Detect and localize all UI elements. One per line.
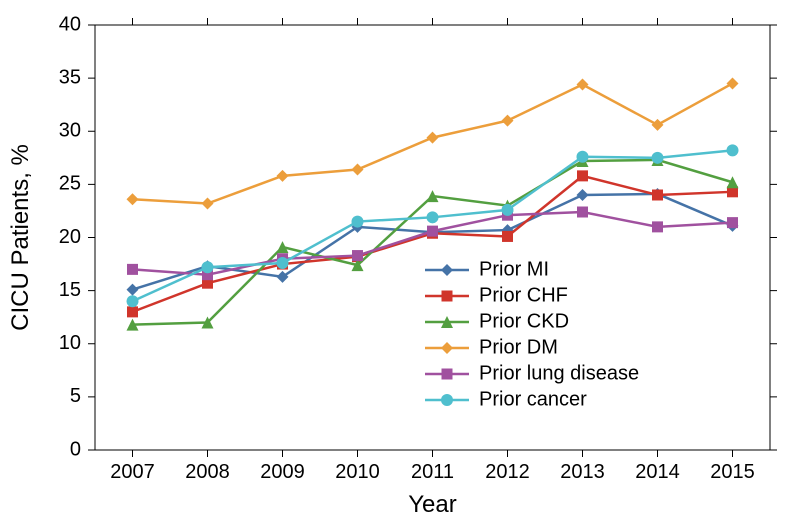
x-tick-label: 2014 [635,461,680,483]
x-tick-label: 2008 [185,461,230,483]
legend-label: Prior cancer [479,388,587,410]
y-tick-label: 10 [59,332,81,354]
x-tick-label: 2009 [260,461,305,483]
y-tick-label: 15 [59,279,81,301]
chart-svg: 0 5 10 15 20 25 30 35 40 2007 2008 2009 2010 2011 2012… [0,0,800,525]
y-tick-label: 40 [59,13,81,35]
x-tick-label: 2015 [710,461,755,483]
y-tick-label: 20 [59,226,81,248]
legend-label: Prior lung disease [479,362,639,384]
y-tick-label: 0 [70,438,81,460]
x-tick-label: 2012 [485,461,530,483]
legend-label: Prior CHF [479,284,568,306]
legend-label: Prior DM [479,336,558,358]
y-tick-label: 5 [70,385,81,407]
line-chart: 0 5 10 15 20 25 30 35 40 2007 2008 2009 2010 2011 2012… [0,0,800,525]
legend-label: Prior CKD [479,310,569,332]
y-axis-label: CICU Patients, % [7,144,34,331]
legend-label: Prior MI [479,258,549,280]
x-axis-label: Year [408,491,457,518]
x-tick-label: 2007 [110,461,155,483]
y-tick-label: 25 [59,173,81,195]
y-tick-label: 30 [59,120,81,142]
x-tick-label: 2011 [411,461,454,483]
x-tick-label: 2013 [560,461,605,483]
x-tick-label: 2010 [335,461,380,483]
y-tick-label: 35 [59,66,81,88]
